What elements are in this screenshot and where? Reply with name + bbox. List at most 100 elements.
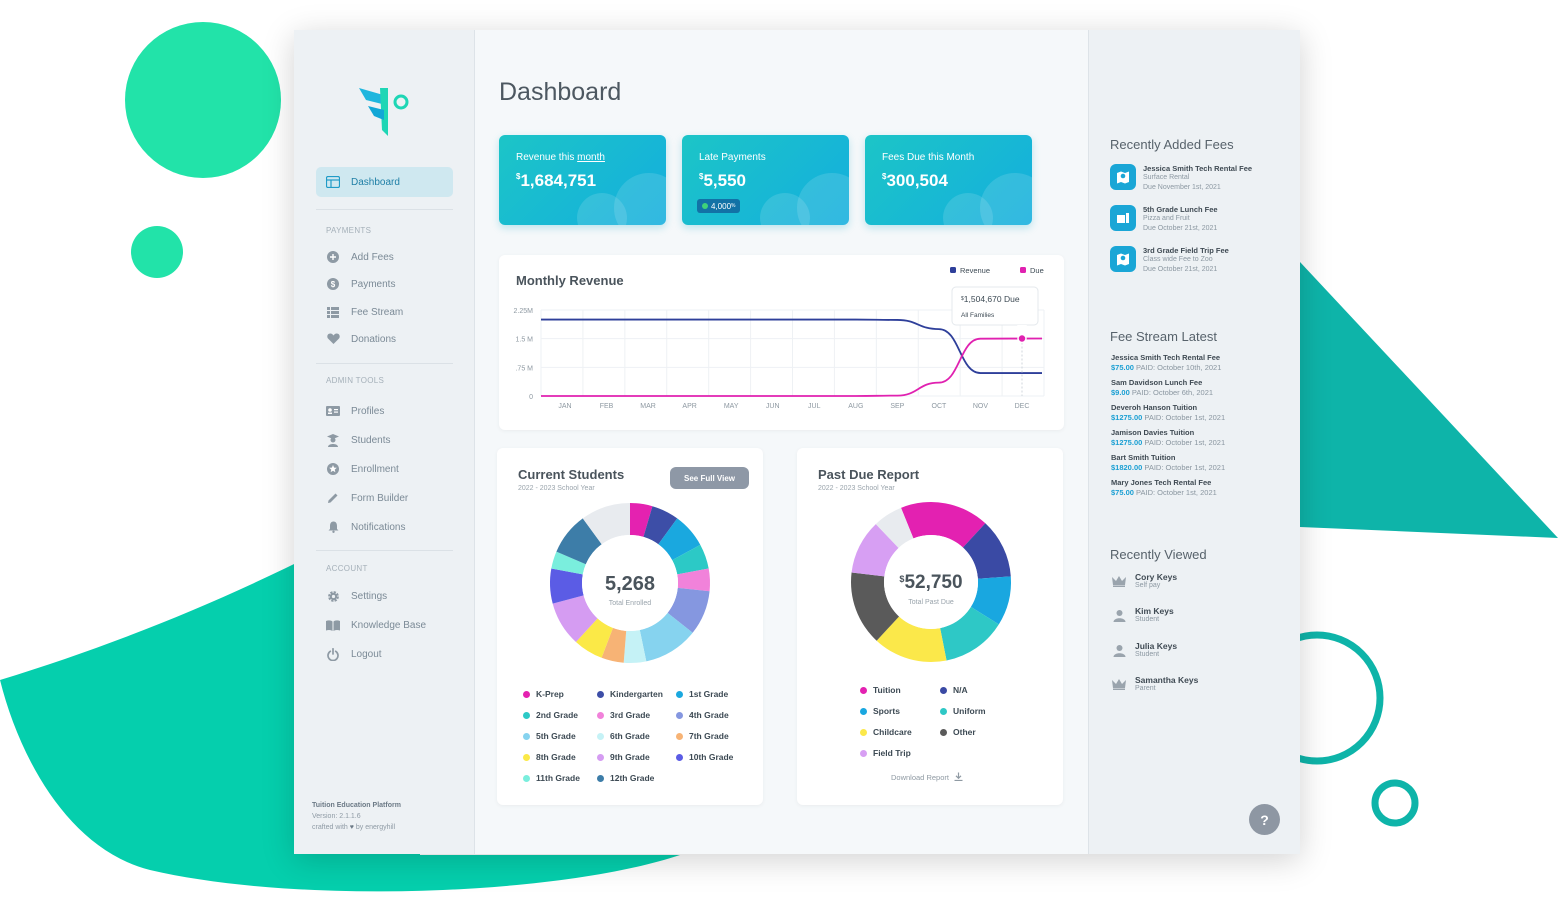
donut-slice-kindergarten[interactable] — [643, 506, 678, 545]
donut-slice-field-trip[interactable] — [851, 524, 899, 577]
fee-due-date: Due October 21st, 2021 — [1143, 225, 1218, 232]
donut-slice-6th-grade[interactable] — [623, 629, 647, 663]
fee-stream-item[interactable]: Jessica Smith Tech Rental Fee $75.00 PAID… — [1111, 353, 1221, 373]
donut-slice-sports[interactable] — [970, 576, 1011, 625]
y-tick-label: 0 — [529, 394, 533, 401]
nav-donations[interactable]: Donations — [316, 324, 453, 354]
legend-item: K-Prep — [523, 689, 564, 699]
donut-slice-7th-grade[interactable] — [601, 627, 627, 663]
legend-swatch — [676, 732, 683, 740]
right-column: Recently Added Fees Jessica Smith Tech R… — [1088, 30, 1300, 854]
recently-viewed-item[interactable]: Kim Keys Student — [1111, 606, 1174, 623]
card-value: $1,684,751 — [516, 171, 597, 190]
fee-due-date: Due November 1st, 2021 — [1143, 184, 1221, 191]
fee-subtitle: Pizza and Fruit — [1143, 215, 1190, 222]
nav-knowledge-base[interactable]: Knowledge Base — [316, 610, 453, 640]
card-label-link[interactable]: month — [577, 152, 605, 163]
nav-add-fees[interactable]: Add Fees — [316, 242, 453, 272]
donut-slice-10th-grade[interactable] — [550, 568, 584, 604]
power-icon — [326, 647, 340, 661]
legend-item: 11th Grade — [523, 773, 580, 783]
legend-label: Revenue — [960, 266, 990, 275]
donut-slice-12th-grade[interactable] — [556, 518, 602, 565]
donut-slice-1st-grade[interactable] — [658, 518, 701, 561]
download-report-link[interactable]: Download Report — [891, 772, 963, 783]
nav-enrollment[interactable]: Enrollment — [316, 454, 453, 484]
nav-payments[interactable]: $ Payments — [316, 269, 453, 299]
recently-viewed-item[interactable]: Cory Keys Self pay — [1111, 572, 1177, 589]
card-label: Fees Due this Month — [882, 152, 975, 163]
donut-slice-3rd-grade[interactable] — [677, 568, 710, 592]
legend-swatch — [597, 753, 604, 761]
legend-swatch — [676, 690, 683, 698]
donut-slice-2nd-grade[interactable] — [672, 544, 709, 575]
donut-slice-other[interactable] — [851, 572, 900, 641]
legend-swatch — [597, 774, 604, 782]
donut-slice-uniform[interactable] — [940, 606, 999, 661]
nav-profiles[interactable]: Profiles — [316, 396, 453, 426]
series-line-due — [540, 337, 1043, 397]
chart-title: Monthly Revenue — [516, 273, 624, 288]
nav-section-admin-tools: ADMIN TOOLS — [326, 376, 385, 385]
data-point[interactable] — [1017, 333, 1027, 344]
nav-fee-stream[interactable]: Fee Stream — [316, 297, 453, 327]
nav-settings-label: Settings — [351, 590, 388, 602]
legend-label: Childcare — [873, 727, 912, 737]
stat-card-fees-due[interactable]: Fees Due this Month $300,504 — [865, 135, 1032, 225]
student-icon — [326, 433, 340, 447]
donut-slice-9th-grade[interactable] — [552, 595, 598, 642]
legend-item: 3rd Grade — [597, 710, 650, 720]
nav-notifications[interactable]: Notifications — [316, 512, 453, 542]
legend-item: Uniform — [940, 706, 986, 716]
nav-settings[interactable]: Settings — [316, 581, 453, 611]
nav-knowledge-base-label: Knowledge Base — [351, 619, 427, 631]
past-due-panel: Past Due Report 2022 - 2023 School Year … — [797, 448, 1063, 805]
star-icon — [326, 462, 340, 476]
nav-form-builder[interactable]: Form Builder — [316, 483, 453, 513]
recently-viewed-item[interactable]: Julia Keys Student — [1111, 641, 1177, 658]
recently-viewed-item[interactable]: Samantha Keys Parent — [1111, 675, 1198, 692]
stat-card-revenue[interactable]: Revenue this month $1,684,751 — [499, 135, 666, 225]
donut-slice-11th-grade[interactable] — [551, 551, 586, 575]
version-text: Version: 2.1.1.6 — [312, 813, 361, 820]
deco-triangle-right — [1300, 262, 1558, 538]
donut-slice-unlabeled[interactable] — [875, 507, 914, 548]
tooltip-value: $1,504,670 Due — [961, 294, 1020, 304]
fee-due-date: Due October 21st, 2021 — [1143, 266, 1218, 273]
nav-students-label: Students — [351, 434, 391, 446]
fee-stream-item[interactable]: Deveroh Hanson Tuition $1275.00 PAID: Oct… — [1111, 403, 1225, 423]
sidebar: Dashboard PAYMENTS Add Fees $ Payments F… — [294, 30, 475, 854]
fee-item[interactable]: Jessica Smith Tech Rental Fee Surface Ren… — [1110, 164, 1252, 193]
fee-item[interactable]: 3rd Grade Field Trip Fee Class wide Fee t… — [1110, 246, 1229, 275]
nav-students[interactable]: Students — [316, 425, 453, 455]
stream-payment: $9.00 PAID: October 6th, 2021 — [1111, 388, 1213, 398]
stream-title: Deveroh Hanson Tuition — [1111, 403, 1198, 412]
donut-slice-other[interactable] — [582, 503, 630, 545]
nav-logout[interactable]: Logout — [316, 639, 453, 669]
legend-swatch — [523, 774, 530, 782]
donut-slice-4th-grade[interactable] — [667, 587, 710, 633]
fee-stream-item[interactable]: Sam Davidson Lunch Fee $9.00 PAID: Octobe… — [1111, 378, 1213, 398]
fee-stream-item[interactable]: Bart Smith Tuition $1820.00 PAID: October… — [1111, 453, 1225, 473]
donut-slice-childcare[interactable] — [876, 616, 947, 662]
see-full-view-button[interactable]: See Full View — [670, 467, 749, 489]
nav-dashboard[interactable]: Dashboard — [316, 167, 453, 197]
fee-stream-item[interactable]: Mary Jones Tech Rental Fee $75.00 PAID: O… — [1111, 478, 1217, 498]
donut-slice-5th-grade[interactable] — [639, 612, 693, 662]
stream-title: Mary Jones Tech Rental Fee — [1111, 478, 1212, 487]
fee-stream-item[interactable]: Jamison Davies Tuition $1275.00 PAID: Oct… — [1111, 428, 1225, 448]
stat-card-late-payments[interactable]: Late Payments $5,550 4,000% — [682, 135, 849, 225]
donut-slice-n-a[interactable] — [962, 523, 1011, 579]
help-button[interactable]: ? — [1249, 804, 1280, 835]
donut-slice-tuition[interactable] — [901, 502, 986, 548]
stream-title: Sam Davidson Lunch Fee — [1111, 378, 1203, 387]
legend-swatch — [523, 753, 530, 761]
person-icon — [1111, 643, 1127, 657]
donut-slice-8th-grade[interactable] — [575, 618, 613, 658]
donut-slice-k-prep[interactable] — [630, 503, 653, 537]
fee-item[interactable]: 5th Grade Lunch Fee Pizza and Fruit Due Oc… — [1110, 205, 1218, 234]
stream-payment: $1275.00 PAID: October 1st, 2021 — [1111, 438, 1225, 448]
legend-label: Uniform — [953, 706, 986, 716]
viewed-text: Cory Keys Self pay — [1135, 572, 1177, 589]
dashboard-icon — [326, 175, 340, 189]
